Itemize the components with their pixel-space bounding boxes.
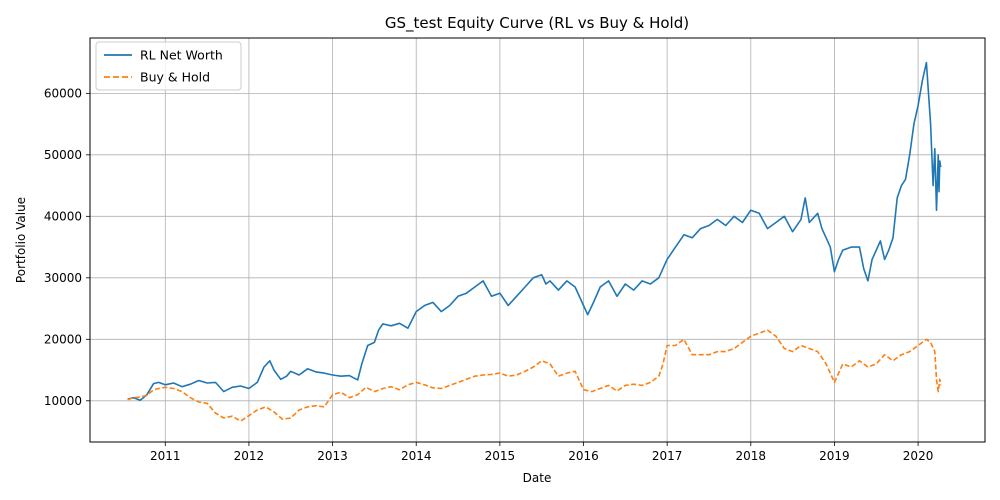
- x-tick-label: 2014: [401, 449, 432, 463]
- x-tick-label: 2018: [736, 449, 767, 463]
- y-tick-label: 40000: [44, 209, 82, 223]
- x-tick-label: 2017: [652, 449, 683, 463]
- y-tick-label: 20000: [44, 332, 82, 346]
- x-tick-label: 2019: [819, 449, 850, 463]
- y-axis-label: Portfolio Value: [14, 197, 28, 283]
- y-axis: 10000 20000 30000 40000 50000 60000: [44, 86, 90, 408]
- x-tick-label: 2020: [903, 449, 934, 463]
- x-axis-label: Date: [523, 471, 552, 485]
- plot-frame: [89, 37, 986, 443]
- x-tick-label: 2015: [485, 449, 516, 463]
- series-rl-net-worth-line: [127, 61, 942, 401]
- legend-label-rl-net-worth: RL Net Worth: [140, 48, 223, 63]
- x-axis: 2011 2012 2013 2014 2015 2016 2017 2018 2019 2020: [150, 442, 933, 463]
- series-buy-and-hold-line: [127, 329, 942, 422]
- y-tick-label: 50000: [44, 148, 82, 162]
- series-layer: [127, 61, 942, 422]
- x-tick-label: 2013: [317, 449, 348, 463]
- legend-box: [95, 41, 242, 91]
- y-tick-label: 10000: [44, 394, 82, 408]
- y-tick-label: 60000: [44, 86, 82, 100]
- legend: RL Net Worth Buy & Hold: [95, 41, 242, 91]
- x-tick-label: 2012: [234, 449, 265, 463]
- legend-label-buy-and-hold: Buy & Hold: [140, 70, 210, 85]
- grid: [90, 38, 985, 442]
- y-tick-label: 30000: [44, 271, 82, 285]
- x-tick-label: 2011: [150, 449, 181, 463]
- chart-title: GS_test Equity Curve (RL vs Buy & Hold): [385, 14, 689, 33]
- x-tick-label: 2016: [568, 449, 599, 463]
